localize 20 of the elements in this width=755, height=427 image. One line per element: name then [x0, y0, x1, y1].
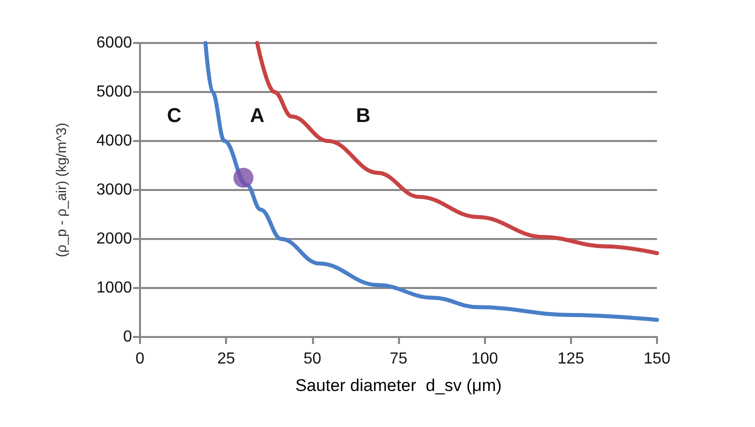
annotation: B: [356, 105, 370, 127]
x-axis-title: Sauter diameter d_sv (μm): [295, 376, 502, 395]
annotation: A: [250, 105, 264, 127]
y-axis-title: (ρ_p - ρ_air) (kg/m^3): [53, 122, 69, 258]
x-tick-label: 0: [136, 350, 145, 368]
y-tick-label: 2000: [96, 230, 132, 248]
annotation: C: [167, 105, 182, 127]
y-tick-label: 1000: [96, 280, 132, 296]
y-tick-label: 6000: [96, 34, 132, 52]
x-tick-label: 100: [471, 350, 498, 368]
x-tick-label: 125: [557, 350, 584, 368]
y-tick-label: 0: [123, 328, 132, 346]
x-tick-label: 50: [303, 350, 322, 368]
y-tick-label: 4000: [96, 132, 132, 150]
x-tick-label: 25: [217, 350, 236, 368]
y-tick-label: 5000: [96, 84, 132, 100]
x-tick-label: 150: [644, 350, 670, 368]
y-tick-label: 3000: [96, 182, 132, 198]
x-tick-label: 75: [390, 350, 408, 368]
line-series: [203, 41, 659, 322]
